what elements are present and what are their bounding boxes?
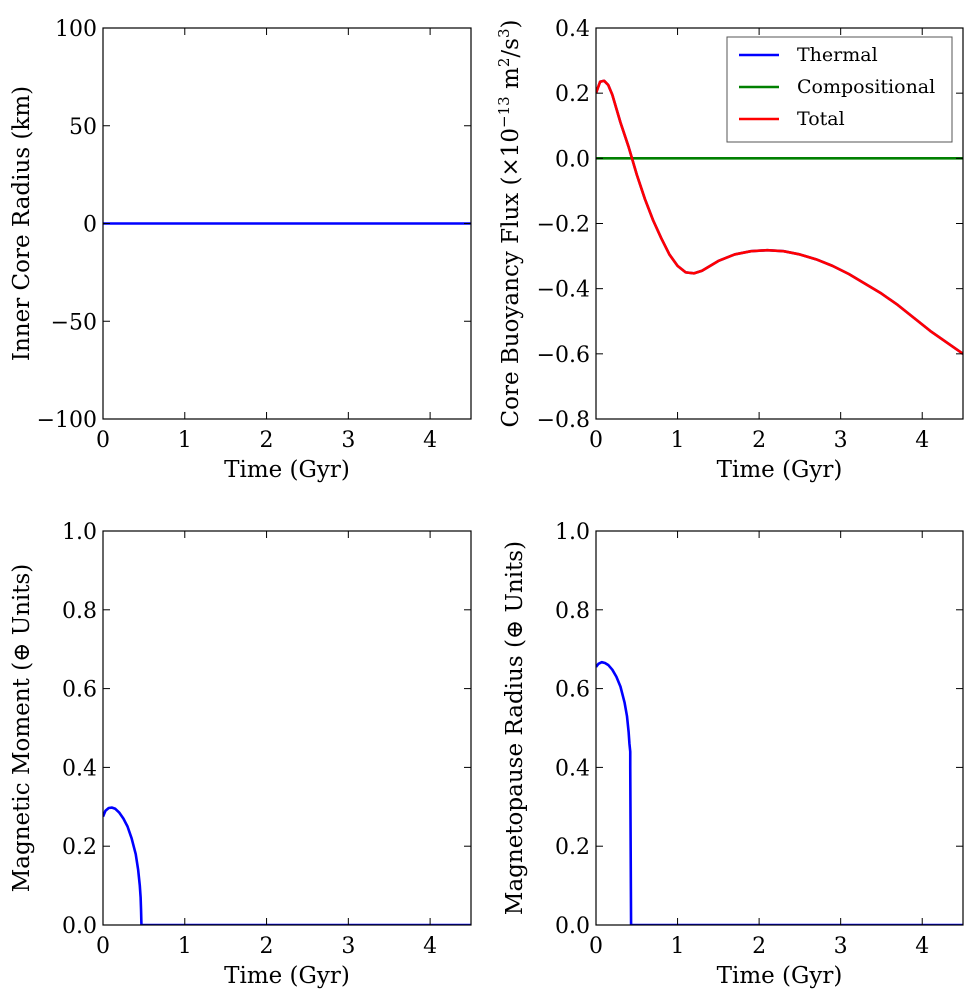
y-axis-label-part: m [498,67,524,96]
y-tick-label: −0.8 [537,408,590,433]
x-tick-label: 4 [423,428,437,453]
x-axis-label: Time (Gyr) [224,457,350,483]
x-axis-label: Time (Gyr) [717,963,843,989]
y-tick-label: 0.4 [555,17,590,42]
x-tick-label: 0 [96,934,110,959]
y-axis-label-part: ) [498,20,524,29]
x-tick-label: 1 [671,428,685,453]
legend-label-compositional: Compositional [797,76,935,98]
y-axis-label: Magnetic Moment (⊕ Units) [9,564,35,893]
x-tick-label: 4 [423,934,437,959]
y-tick-label: 1.0 [62,520,97,545]
x-tick-label: 2 [752,428,766,453]
y-tick-label: 1.0 [555,520,590,545]
y-axis-label-part: −13 [495,96,513,128]
x-tick-label: 4 [915,934,929,959]
y-tick-label: 0.0 [555,914,590,939]
plot-frame [595,530,964,926]
x-tick-label: 0 [589,428,603,453]
y-tick-label: 50 [69,115,97,140]
x-tick-label: 0 [96,428,110,453]
subplot-1: 0 1 2 3 4 100 50 0 −50 −100 Time (Gyr) Inner Core R… [9,17,472,483]
y-axis-label-part: 3 [495,28,513,38]
subplot-2: 0 1 2 3 4 0.4 0.2 0.0 −0.2 −0.4 −0.6 −0.8 Time (Gyr)… [495,17,964,483]
legend-label-thermal: Thermal [797,44,878,66]
y-axis-label-part: /s [498,38,524,58]
y-tick-label: 0 [83,213,97,238]
series-line-1 [103,806,471,925]
y-tick-label: −0.6 [537,343,590,368]
y-tick-label: −0.2 [537,213,590,238]
y-axis-label: Inner Core Radius (km) [9,86,35,361]
y-tick-label: 0.0 [555,147,590,172]
y-tick-label: 0.4 [555,756,590,781]
x-tick-label: 4 [915,428,929,453]
y-tick-label: 0.2 [62,835,97,860]
x-tick-label: 1 [671,934,685,959]
y-axis-label-part: 2 [495,58,513,68]
y-tick-label: 0.0 [62,914,97,939]
x-tick-label: 3 [834,934,848,959]
legend-label-total: Total [797,108,845,130]
y-tick-label: 0.8 [62,599,97,624]
y-tick-label: 0.8 [555,599,590,624]
y-tick-label: 0.2 [555,835,590,860]
subplot-3: 0 1 2 3 4 1.0 0.8 0.6 0.4 0.2 0.0 Time (Gyr) Magneti… [9,520,472,989]
x-tick-label: 2 [260,428,274,453]
x-tick-label: 0 [589,934,603,959]
y-tick-label: 0.4 [62,756,97,781]
y-tick-label: 0.6 [555,678,590,703]
y-tick-label: −0.4 [537,278,590,303]
plot-frame [102,530,472,926]
y-tick-label: −100 [37,408,97,433]
x-tick-label: 2 [752,934,766,959]
x-tick-label: 3 [834,428,848,453]
series-line-1 [596,660,963,925]
x-axis-label: Time (Gyr) [717,457,843,483]
x-axis-label: Time (Gyr) [224,963,350,989]
x-tick-label: 3 [341,428,355,453]
subplot-4: 0 1 2 3 4 1.0 0.8 0.6 0.4 0.2 0.0 Time (Gyr) Magneto… [502,520,964,989]
y-tick-label: 0.2 [555,82,590,107]
legend: Thermal Compositional Total [726,36,953,143]
y-axis-label: Core Buoyancy Flux (×10−13 m2/s3) [495,20,524,428]
y-tick-label: 0.6 [62,678,97,703]
x-tick-label: 2 [260,934,274,959]
x-tick-label: 1 [178,428,192,453]
series-line-total [596,79,963,355]
x-tick-label: 3 [341,934,355,959]
y-axis-label-part: Core Buoyancy Flux (×10 [498,128,524,428]
x-tick-label: 1 [178,934,192,959]
y-tick-label: 100 [55,17,97,42]
y-tick-label: −50 [51,310,97,335]
y-axis-label: Magnetopause Radius (⊕ Units) [502,541,528,915]
